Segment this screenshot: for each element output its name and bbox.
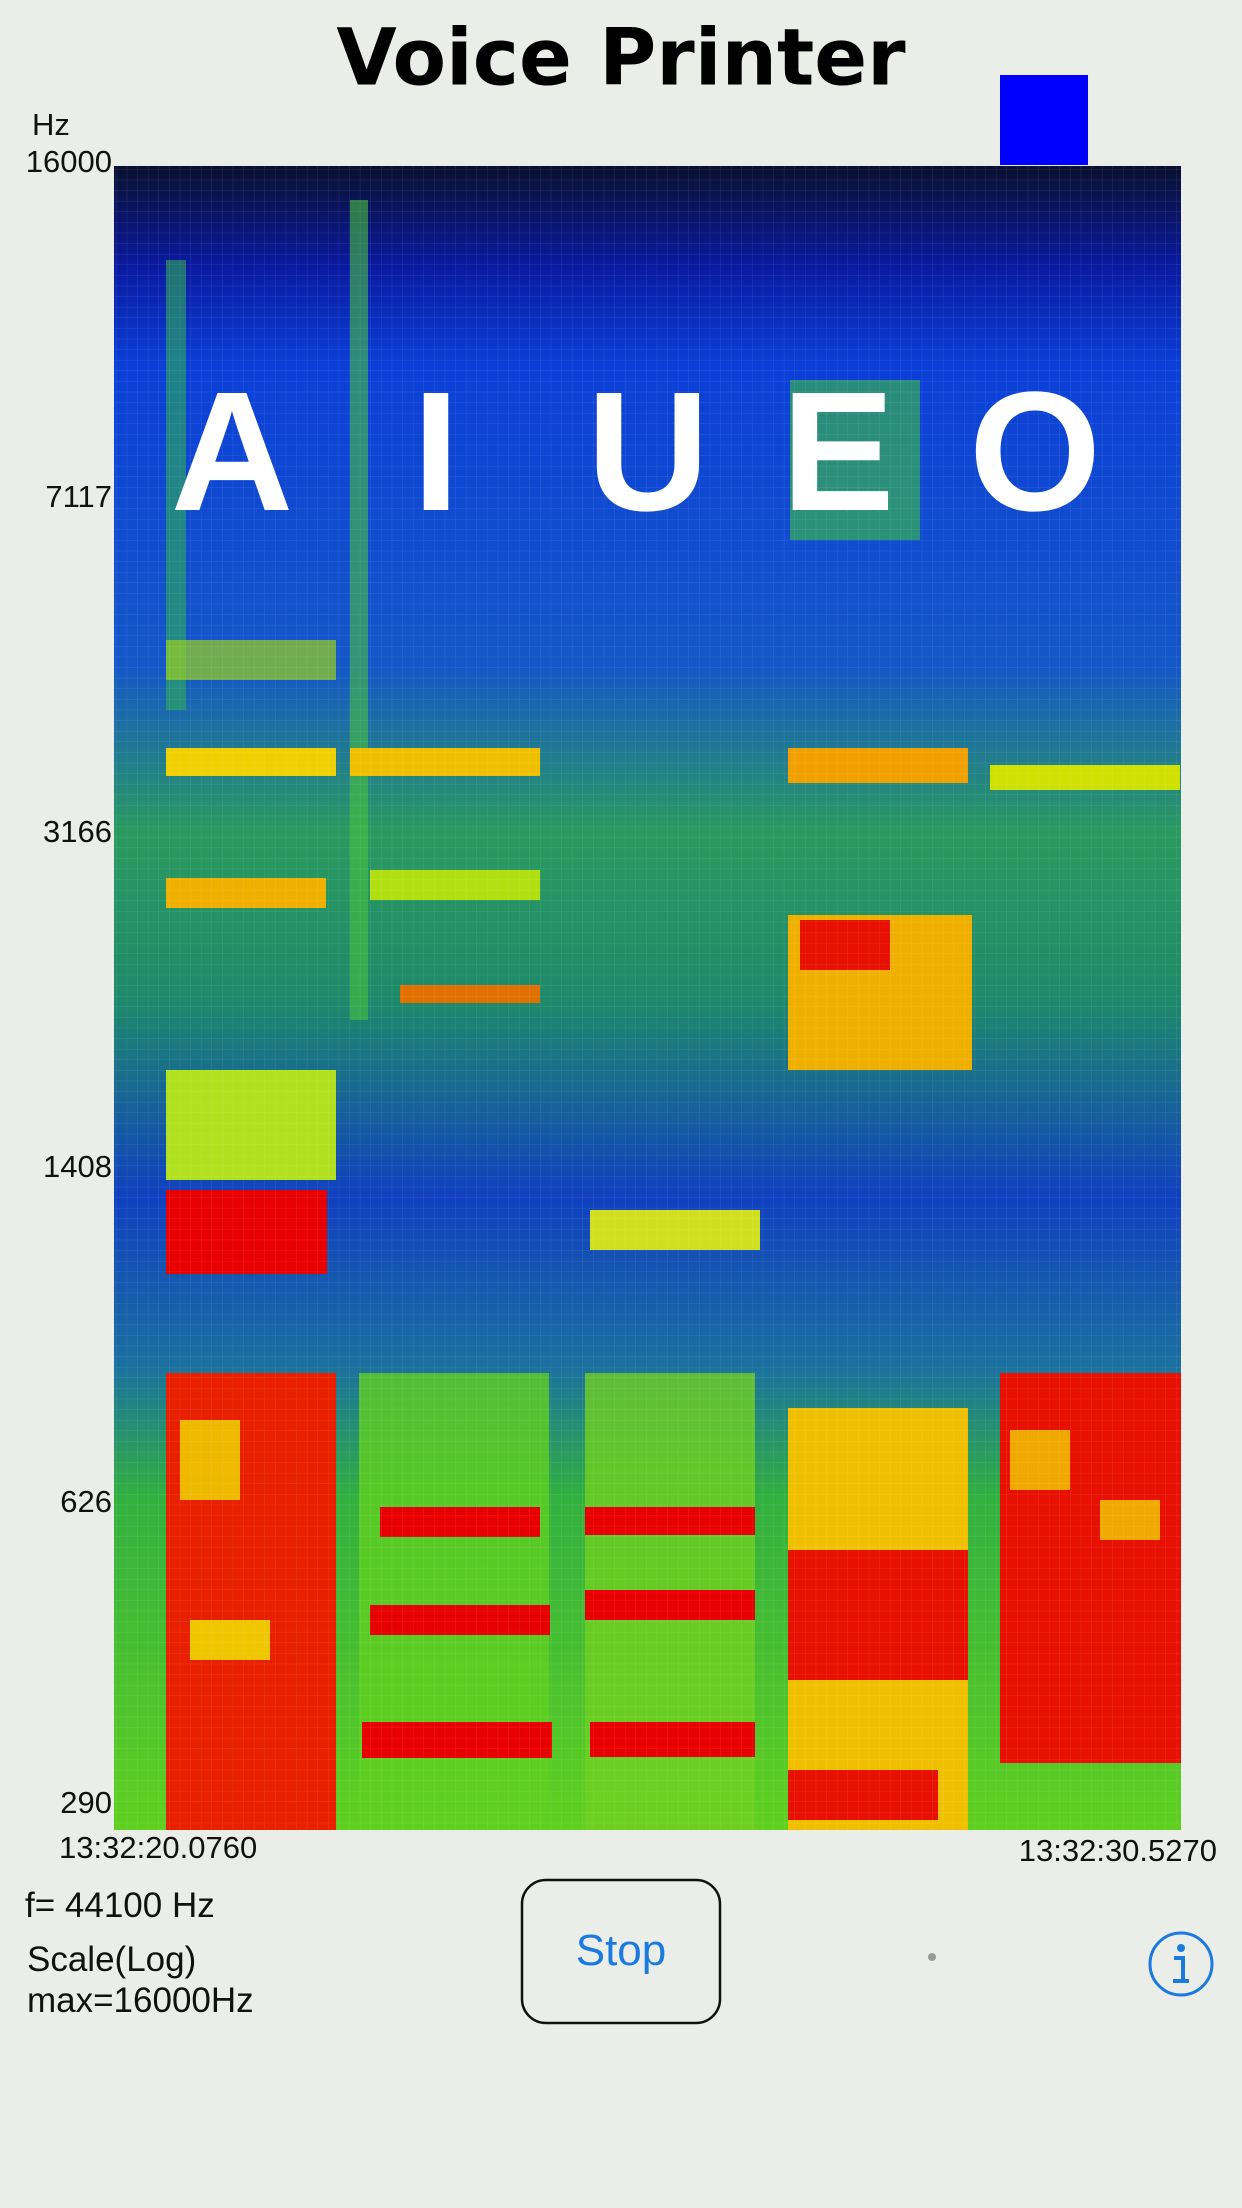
stop-button[interactable]: Stop: [520, 1878, 722, 2025]
end-time: 13:32:30.5270: [1019, 1833, 1217, 1868]
freq-label: 1408: [43, 1149, 112, 1184]
freq-label: 7117: [45, 479, 112, 514]
scale-mode: Scale(Log): [27, 1940, 196, 1979]
vowel-label: U: [587, 357, 710, 547]
info-button[interactable]: [1148, 1931, 1214, 1997]
vowel-label: O: [969, 357, 1101, 547]
vowel-label: E: [781, 357, 894, 547]
freq-label: 16000: [26, 144, 112, 179]
freq-label: 3166: [43, 814, 112, 849]
vowel-overlay: A I U E O: [171, 357, 1102, 547]
vowel-label: A: [171, 357, 294, 547]
freq-label: 290: [60, 1785, 112, 1820]
freq-label: 626: [60, 1484, 112, 1519]
activity-dot: [928, 1953, 936, 1961]
info-dot[interactable]: [1177, 1944, 1185, 1952]
button-label[interactable]: Stop: [576, 1926, 667, 1975]
axis-unit: Hz: [32, 107, 70, 142]
max-frequency: max=16000Hz: [27, 1981, 254, 2020]
info-stem[interactable]: [1173, 1956, 1189, 1983]
button-frame[interactable]: [520, 1878, 722, 2025]
app-title: Voice Printer: [336, 13, 906, 103]
vowel-label: I: [412, 357, 459, 547]
color-indicator: [1000, 75, 1088, 165]
sample-rate: f= 44100 Hz: [25, 1886, 215, 1925]
info-ring[interactable]: [1148, 1931, 1214, 1997]
start-time: 13:32:20.0760: [59, 1830, 257, 1865]
spectrogram: [114, 166, 1181, 1830]
